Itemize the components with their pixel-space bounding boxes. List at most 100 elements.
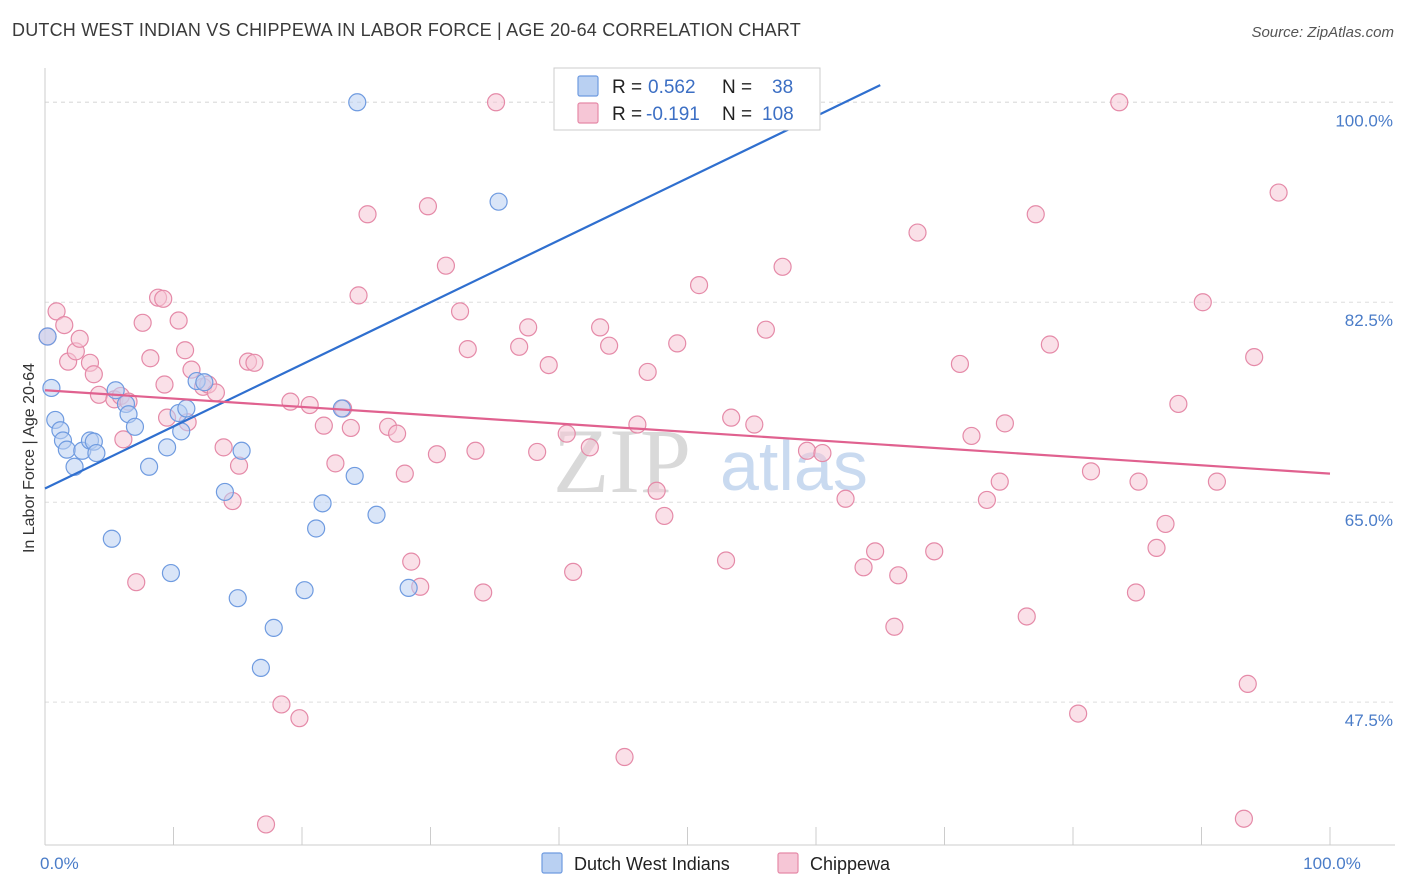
point-dutch-west-indians-1	[42, 378, 61, 398]
legend-swatch-chippewa	[577, 102, 599, 124]
point-chippewa-52	[486, 93, 506, 112]
point-chippewa-53	[510, 337, 529, 356]
point-chippewa-48	[450, 302, 470, 321]
point-dutch-west-indians-16	[157, 438, 177, 457]
point-chippewa-100	[1207, 472, 1227, 491]
point-chippewa-46	[427, 445, 447, 464]
point-chippewa-66	[655, 506, 674, 526]
point-chippewa-68	[689, 276, 709, 295]
point-chippewa-107	[114, 430, 133, 449]
series-legend-label-dutch-west-indians: Dutch West Indians	[574, 854, 730, 874]
point-chippewa-42	[395, 464, 414, 483]
point-chippewa-33	[300, 395, 319, 415]
point-chippewa-43	[402, 552, 421, 571]
legend-n-label-2: N =	[722, 104, 752, 125]
gridlines	[45, 101, 1395, 703]
point-chippewa-90	[1040, 335, 1059, 354]
series-legend-swatch-chippewa	[777, 852, 799, 874]
point-chippewa-60	[591, 318, 610, 337]
point-dutch-west-indians-36	[489, 192, 508, 211]
point-chippewa-41	[387, 424, 407, 443]
point-dutch-west-indians-24	[295, 581, 314, 600]
y-tick-label-0: 100.0%	[1335, 111, 1393, 130]
legend-swatch-dutch-west-indians	[577, 75, 599, 97]
point-chippewa-93	[1110, 93, 1129, 112]
point-chippewa-92	[1081, 462, 1101, 481]
point-chippewa-99	[1193, 293, 1212, 312]
point-chippewa-62	[615, 747, 634, 767]
point-chippewa-19	[175, 341, 195, 360]
point-chippewa-30	[272, 695, 291, 714]
point-chippewa-79	[885, 617, 904, 636]
trend-line-chippewa	[44, 389, 1331, 475]
point-chippewa-2	[55, 315, 74, 335]
point-chippewa-57	[557, 424, 576, 443]
point-chippewa-47	[436, 256, 456, 275]
point-chippewa-12	[127, 573, 146, 592]
point-chippewa-13	[133, 313, 152, 332]
point-dutch-west-indians-29	[367, 505, 386, 524]
x-tick-label-0: 0.0%	[40, 854, 79, 873]
point-chippewa-7	[84, 365, 103, 384]
point-chippewa-98	[1169, 394, 1188, 414]
point-chippewa-5	[70, 329, 89, 348]
point-chippewa-64	[638, 362, 657, 382]
chart-source: Source: ZipAtlas.com	[1251, 24, 1394, 41]
point-chippewa-28	[245, 353, 264, 372]
tick-labels: 100.0% 82.5% 65.0% 47.5% 0.0% 100.0%	[40, 111, 1393, 873]
point-dutch-west-indians-10	[87, 443, 106, 463]
point-dutch-west-indians-37	[348, 93, 367, 112]
point-chippewa-50	[466, 441, 485, 460]
point-dutch-west-indians-28	[345, 466, 364, 486]
point-chippewa-71	[745, 415, 764, 434]
point-chippewa-61	[600, 336, 619, 355]
point-chippewa-76	[836, 489, 855, 508]
point-dutch-west-indians-19	[177, 399, 196, 418]
trend-line-dutch-west-indians	[44, 84, 881, 490]
point-dutch-west-indians-31	[102, 529, 121, 548]
point-chippewa-81	[908, 223, 927, 242]
point-chippewa-32	[290, 709, 309, 728]
point-chippewa-35	[326, 454, 345, 473]
point-chippewa-51	[474, 583, 493, 602]
point-chippewa-88	[1017, 607, 1036, 626]
point-chippewa-103	[1245, 347, 1264, 367]
point-chippewa-80	[889, 566, 908, 585]
point-dutch-west-indians-23	[232, 441, 251, 460]
y-tick-label-2: 65.0%	[1345, 511, 1393, 530]
legend-n-value-1: 38	[772, 77, 793, 98]
point-chippewa-1	[47, 302, 66, 321]
x-tick-label-1: 100.0%	[1303, 854, 1361, 873]
watermark: ZIP atlas	[553, 410, 868, 512]
point-dutch-west-indians-14	[125, 417, 145, 436]
point-dutch-west-indians-15	[139, 457, 159, 476]
point-chippewa-56	[539, 355, 558, 375]
point-chippewa-104	[1269, 183, 1288, 202]
point-chippewa-106	[154, 289, 173, 308]
point-chippewa-38	[349, 286, 368, 305]
point-chippewa-72	[756, 320, 775, 339]
point-chippewa-34	[314, 416, 333, 435]
point-chippewa-29	[256, 815, 276, 834]
legend-r-label-1: R =	[612, 77, 642, 98]
data-points	[38, 93, 1288, 834]
point-dutch-west-indians-32	[161, 563, 181, 583]
point-dutch-west-indians-26	[307, 519, 326, 538]
point-chippewa-24	[214, 438, 233, 457]
point-dutch-west-indians-6	[65, 457, 84, 476]
point-chippewa-74	[797, 441, 817, 460]
point-chippewa-59	[580, 438, 599, 457]
point-chippewa-63	[628, 415, 647, 434]
y-tick-label-3: 47.5%	[1345, 711, 1393, 730]
point-dutch-west-indians-30	[399, 578, 418, 598]
point-chippewa-97	[1156, 514, 1175, 534]
point-dutch-west-indians-0	[38, 327, 57, 346]
point-chippewa-84	[962, 426, 981, 446]
point-chippewa-101	[1234, 809, 1254, 828]
point-chippewa-16	[155, 375, 174, 394]
point-chippewa-37	[341, 418, 360, 438]
point-chippewa-70	[722, 408, 741, 427]
chart-title: DUTCH WEST INDIAN VS CHIPPEWA IN LABOR F…	[12, 20, 801, 40]
point-chippewa-18	[169, 311, 188, 330]
